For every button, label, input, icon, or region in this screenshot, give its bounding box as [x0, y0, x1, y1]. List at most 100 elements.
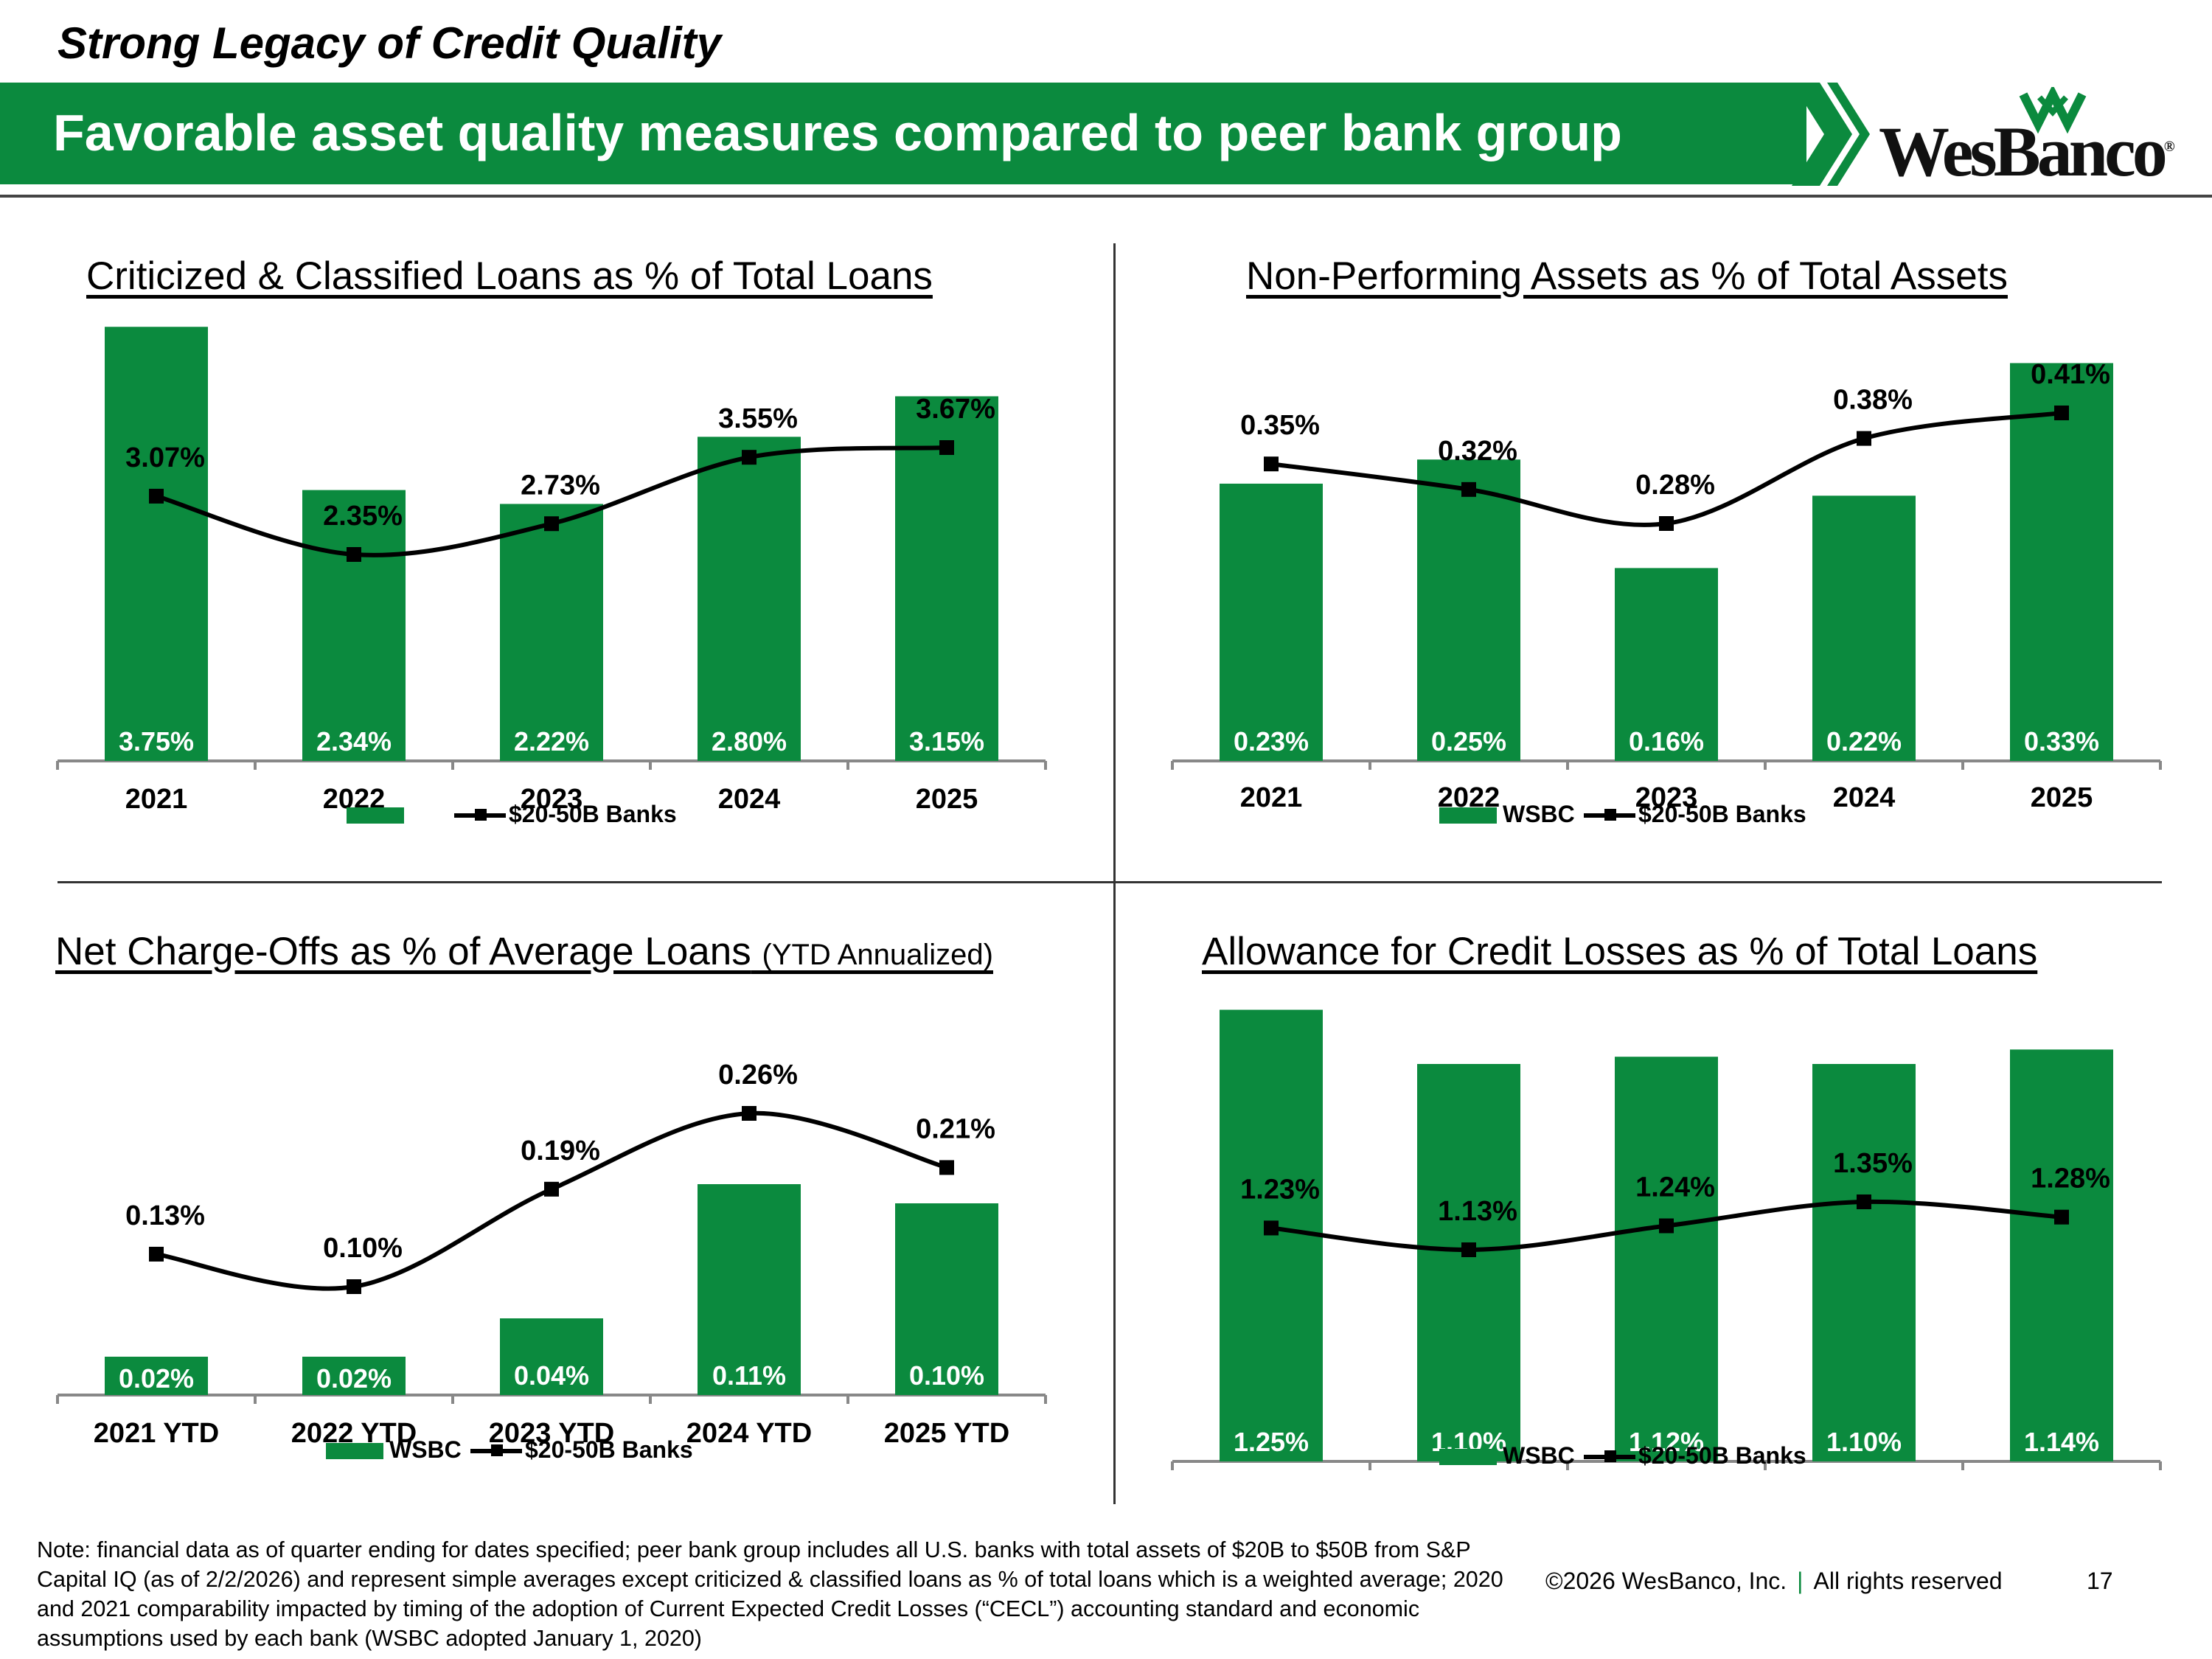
legend-swatch-wsbc	[1439, 1449, 1497, 1465]
bar-value-label: 2.34%	[316, 726, 392, 757]
wesbanco-logo: WesBanco®	[1879, 112, 2175, 191]
bar-wsbc	[1417, 459, 1520, 761]
bar-wsbc	[105, 1357, 208, 1395]
peer-line-marker	[1659, 516, 1674, 531]
peer-value-label: 1.23%	[1240, 1174, 1320, 1205]
category-label: 2023	[1635, 782, 1698, 813]
header-rule	[0, 195, 2212, 198]
bar-wsbc	[895, 396, 998, 761]
legend-label-wsbc: WSBC	[1503, 1442, 1575, 1469]
peer-value-label: 3.55%	[718, 403, 798, 434]
peer-value-label: 0.21%	[916, 1113, 995, 1144]
category-label: 2025	[916, 784, 978, 815]
peer-line-marker	[1461, 1242, 1476, 1257]
bar-wsbc	[105, 327, 208, 761]
peer-value-label: 0.41%	[2031, 359, 2110, 390]
legend-label-peer: $20-50B Banks	[1638, 1442, 1806, 1469]
chart-title-criticized-classified: Criticized & Classified Loans as % of To…	[86, 254, 933, 298]
bar-value-label: 3.75%	[119, 726, 194, 757]
bar-value-label: 2.80%	[712, 726, 787, 757]
peer-line-marker	[149, 1246, 164, 1262]
separator: |	[1797, 1568, 1804, 1594]
category-label: 2025	[2031, 782, 2093, 813]
bar-value-label: 0.23%	[1234, 726, 1309, 757]
peer-line-marker	[1857, 431, 1871, 446]
chart-title-suffix: (YTD Annualized)	[762, 939, 993, 971]
peer-line-series	[1270, 411, 2062, 527]
category-label: 2023 YTD	[489, 1418, 614, 1449]
peer-value-label: 0.26%	[718, 1060, 798, 1091]
peer-value-label: 0.28%	[1635, 470, 1715, 501]
legend-marker-peer	[1604, 809, 1616, 821]
peer-value-label: 0.35%	[1240, 410, 1320, 441]
bar-value-label: 0.16%	[1629, 726, 1704, 757]
bar-wsbc	[1220, 1009, 1323, 1461]
bar-value-label: 1.12%	[1629, 1427, 1704, 1457]
bar-value-label: 0.04%	[514, 1360, 589, 1391]
category-label: 2021	[125, 784, 188, 815]
chart-title-net-charge-offs: Net Charge-Offs as % of Average Loans (Y…	[55, 930, 993, 973]
bar-value-label: 2.22%	[514, 726, 589, 757]
vertical-divider	[1113, 243, 1116, 1504]
bar-wsbc	[1615, 568, 1718, 761]
bar-wsbc	[302, 1357, 406, 1395]
peer-value-label: 1.13%	[1438, 1196, 1517, 1227]
bar-wsbc	[698, 1184, 801, 1395]
legend-label-wsbc: WSBC	[389, 1436, 462, 1463]
horizontal-divider	[58, 881, 2162, 883]
peer-line-marker	[149, 488, 164, 504]
legend-swatch-wsbc	[326, 1443, 383, 1459]
bar-wsbc	[895, 1203, 998, 1395]
category-label: 2021	[1240, 782, 1303, 813]
chevron-arrow-icon	[1792, 83, 1870, 186]
peer-value-label: 1.35%	[1833, 1148, 1913, 1179]
bar-value-label: 3.15%	[909, 726, 984, 757]
page-number: 17	[2087, 1568, 2113, 1594]
category-label: 2025 YTD	[884, 1418, 1009, 1449]
chart-title-allowance: Allowance for Credit Losses as % of Tota…	[1202, 930, 2038, 973]
legend-marker-peer	[491, 1444, 503, 1456]
bar-wsbc	[698, 437, 801, 761]
peer-value-label: 0.38%	[1833, 385, 1913, 416]
bar-value-label: 0.11%	[712, 1360, 786, 1391]
category-label: 2021 YTD	[94, 1418, 219, 1449]
bar-value-label: 1.25%	[1234, 1427, 1309, 1457]
footnote: Note: financial data as of quarter endin…	[37, 1537, 1503, 1651]
legend-label-peer: $20-50B Banks	[525, 1436, 693, 1463]
bar-wsbc	[1812, 1064, 1916, 1461]
peer-line-marker	[2054, 406, 2069, 420]
peer-line-marker	[2054, 1209, 2069, 1225]
bar-wsbc	[1615, 1057, 1718, 1461]
peer-value-label: 2.73%	[521, 470, 600, 501]
bar-wsbc	[2010, 1049, 2113, 1461]
peer-value-label: 0.13%	[125, 1200, 205, 1231]
bar-value-label: 0.02%	[316, 1363, 392, 1394]
peer-line-marker	[347, 547, 361, 562]
bar-wsbc	[500, 1318, 603, 1395]
peer-value-label: 3.07%	[125, 442, 205, 473]
peer-line-marker	[939, 1160, 954, 1175]
legend-marker-peer	[1604, 1450, 1616, 1462]
peer-value-label: 2.35%	[323, 501, 403, 532]
bar-value-label: 0.25%	[1431, 726, 1506, 757]
chart-title-npa: Non-Performing Assets as % of Total Asse…	[1246, 254, 2008, 298]
legend-swatch-wsbc	[1439, 807, 1497, 824]
peer-line-marker	[1264, 1220, 1279, 1236]
peer-value-label: 3.67%	[916, 394, 995, 425]
peer-line-marker	[742, 1106, 757, 1121]
bar-value-label: 0.10%	[909, 1360, 984, 1391]
bar-wsbc	[1220, 483, 1323, 761]
bar-wsbc	[500, 504, 603, 761]
bar-wsbc	[302, 490, 406, 761]
peer-line-marker	[544, 1181, 559, 1197]
legend-label-peer: $20-50B Banks	[1638, 801, 1806, 827]
bar-value-label: 0.33%	[2024, 726, 2099, 757]
legend-label-peer: $20-50B Banks	[509, 801, 677, 827]
bar-wsbc	[1417, 1064, 1520, 1461]
bar-value-label: 1.10%	[1826, 1427, 1902, 1457]
category-label: 2024 YTD	[686, 1418, 812, 1449]
peer-line-marker	[1264, 456, 1279, 472]
category-label: 2024	[718, 784, 781, 815]
legend-marker-peer	[475, 809, 487, 821]
